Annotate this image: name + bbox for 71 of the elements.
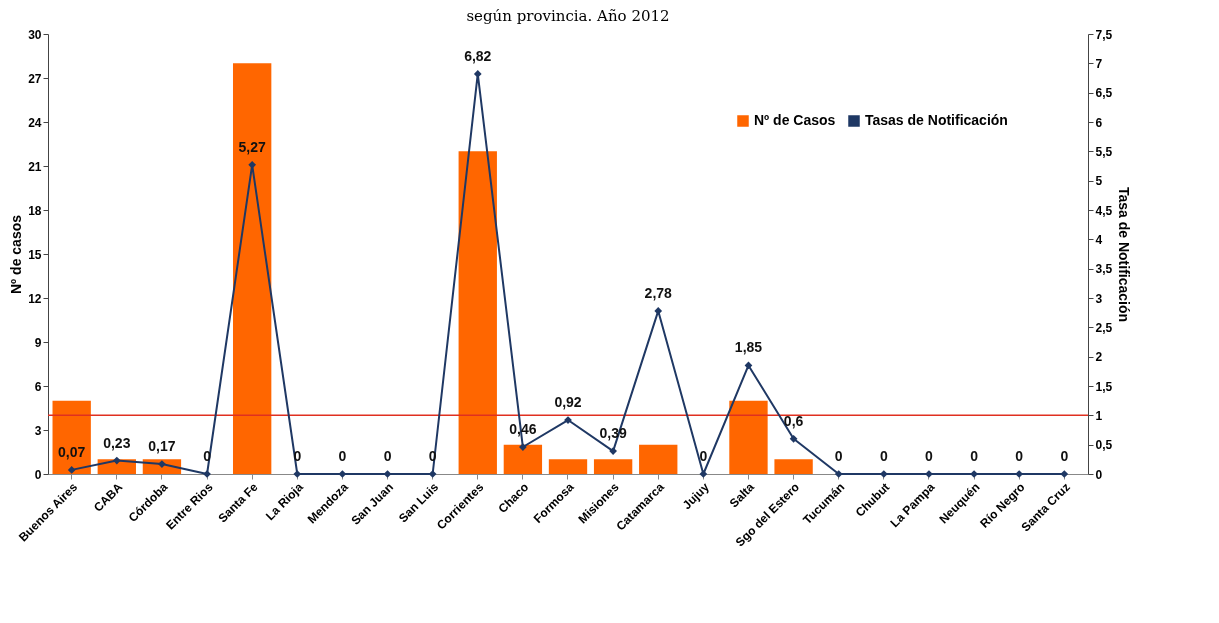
point bbox=[67, 466, 76, 474]
y-tick-label: 6 bbox=[34, 379, 42, 394]
point bbox=[248, 160, 257, 169]
y2-tick-label: 7 bbox=[1095, 56, 1103, 71]
y2-tick-label: 0,5 bbox=[1095, 438, 1113, 453]
bar bbox=[774, 459, 813, 474]
legend-label: Tasas de Notificación bbox=[865, 112, 1008, 128]
y-tick-label: 24 bbox=[28, 115, 42, 130]
bar bbox=[232, 63, 272, 474]
data-label: 0 bbox=[879, 448, 888, 464]
y2-tick-label: 3 bbox=[1095, 291, 1103, 306]
point bbox=[112, 456, 121, 465]
data-label: 5,27 bbox=[238, 138, 266, 155]
data-label: 0 bbox=[925, 448, 934, 464]
point bbox=[834, 470, 843, 478]
data-label: 0 bbox=[1015, 448, 1024, 464]
y2-axis-title: Tasa de Notificación bbox=[1116, 186, 1133, 323]
bar bbox=[458, 151, 497, 474]
y-tick-label: 0 bbox=[34, 467, 42, 482]
y2-tick-label: 6 bbox=[1095, 115, 1103, 130]
bar bbox=[548, 459, 588, 474]
data-label: 0 bbox=[338, 448, 347, 464]
bar bbox=[503, 444, 543, 474]
y-tick-label: 9 bbox=[34, 335, 42, 350]
y2-tick-label: 3,5 bbox=[1095, 262, 1113, 277]
y2-tick-label: 5,5 bbox=[1095, 144, 1113, 159]
data-label: 0,23 bbox=[103, 434, 131, 451]
y-tick-label: 21 bbox=[28, 159, 42, 174]
y2-tick-label: 4,5 bbox=[1095, 203, 1113, 218]
data-label: 0 bbox=[383, 448, 392, 464]
y2-tick-label: 7,5 bbox=[1095, 27, 1113, 42]
data-label: 0 bbox=[834, 448, 843, 464]
y-tick-label: 12 bbox=[28, 291, 42, 306]
y2-tick-label: 5 bbox=[1095, 174, 1103, 189]
y2-tick-label: 2,5 bbox=[1095, 320, 1113, 335]
point bbox=[383, 470, 392, 478]
bar bbox=[593, 459, 633, 474]
y2-tick-label: 0 bbox=[1095, 467, 1103, 482]
y-axis-title: Nº de casos bbox=[8, 214, 25, 295]
y2-tick-label: 1 bbox=[1095, 408, 1103, 423]
point bbox=[609, 447, 617, 455]
point bbox=[789, 434, 798, 443]
point bbox=[654, 307, 663, 315]
y-tick-label: 15 bbox=[28, 247, 42, 262]
bar bbox=[729, 400, 768, 474]
data-label: 0,6 bbox=[783, 412, 804, 429]
legend-label: Nº de Casos bbox=[754, 112, 836, 128]
data-label: 0 bbox=[1060, 448, 1069, 464]
y2-tick-label: 2 bbox=[1095, 350, 1103, 365]
data-label: 0 bbox=[970, 448, 979, 464]
point bbox=[473, 70, 482, 78]
bar bbox=[52, 400, 91, 474]
y2-tick-label: 4 bbox=[1095, 232, 1103, 247]
data-label: 2,78 bbox=[644, 284, 673, 301]
data-label: 0 bbox=[699, 448, 708, 464]
point bbox=[338, 470, 347, 478]
y2-tick-label: 6,5 bbox=[1095, 86, 1113, 101]
y-tick-label: 18 bbox=[28, 203, 42, 218]
y-tick-label: 30 bbox=[28, 27, 42, 42]
y-tick-label: 3 bbox=[34, 423, 42, 438]
data-label: 6,82 bbox=[464, 47, 492, 64]
data-label: 0,92 bbox=[554, 394, 582, 411]
data-label: 0,07 bbox=[58, 443, 86, 460]
y-tick-label: 27 bbox=[28, 71, 42, 86]
bar bbox=[639, 444, 678, 474]
point bbox=[1060, 470, 1069, 478]
data-label: 0,17 bbox=[148, 438, 176, 455]
chart-title: según provincia. Año 2012 bbox=[466, 7, 670, 25]
data-label: 1,85 bbox=[734, 339, 763, 356]
y2-tick-label: 1,5 bbox=[1095, 379, 1113, 394]
point bbox=[699, 470, 708, 478]
